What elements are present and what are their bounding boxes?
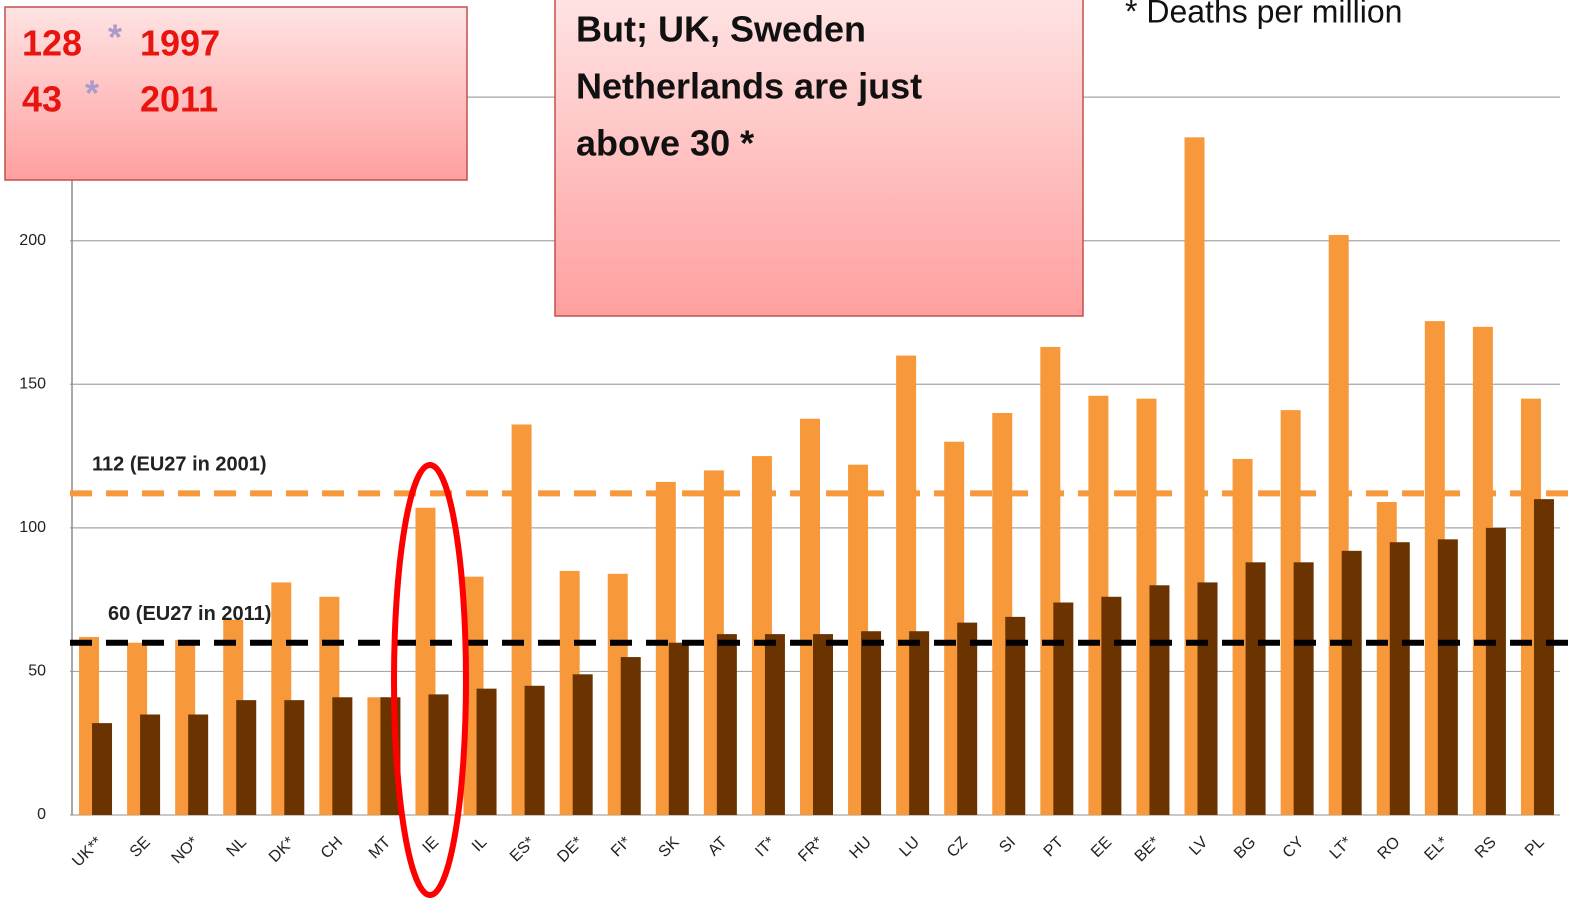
box-text: 1997	[140, 23, 220, 64]
box	[4, 6, 468, 181]
x-tick-label: FI*	[608, 834, 634, 860]
bar	[284, 700, 305, 815]
x-tick-label: SI	[996, 834, 1019, 857]
bar	[428, 694, 449, 815]
bar	[861, 631, 882, 815]
bar	[668, 642, 689, 815]
bar	[524, 685, 545, 815]
bar	[1437, 539, 1458, 815]
bar	[572, 674, 593, 815]
annotation-box-left: 128 * 1997 43 * 2011	[4, 6, 468, 181]
bar	[1245, 562, 1266, 815]
y-tick-label: 50	[28, 663, 46, 680]
bar	[1005, 616, 1026, 815]
x-tick-label: SK	[656, 834, 683, 861]
x-tick-label: IL	[469, 834, 491, 856]
x-tick-label: EL*	[1421, 834, 1451, 864]
bar	[764, 634, 785, 815]
y-tick-label: 100	[19, 519, 46, 536]
x-tick-label: BE*	[1132, 834, 1164, 866]
x-tick-label: CY	[1280, 834, 1308, 862]
bar	[140, 714, 161, 815]
x-tick-label: LV	[1186, 834, 1211, 859]
x-tick-label: ES*	[507, 834, 539, 866]
x-tick-label: PL	[1522, 834, 1548, 860]
box-text: 128	[22, 23, 82, 64]
bar	[620, 657, 641, 815]
x-tick-label: IE	[420, 834, 443, 857]
box-text: above 30 *	[576, 123, 754, 164]
x-tick-label: SE	[127, 834, 154, 861]
x-tick-label: CH	[318, 834, 346, 862]
x-tick-label: UK**	[69, 834, 106, 871]
x-tick-label: DK*	[266, 834, 298, 866]
note: * Deaths per million	[1125, 0, 1402, 29]
x-tick-label: LU	[896, 834, 922, 860]
annotation-box-center: But; UK, Sweden Netherlands are just abo…	[554, 0, 1084, 317]
bar	[909, 631, 930, 815]
box-text: But; UK, Sweden	[576, 9, 866, 50]
reference-label: 112 (EU27 in 2001)	[92, 454, 267, 476]
bar	[1533, 499, 1554, 815]
x-tick-label: HU	[847, 834, 875, 862]
box-text: Netherlands are just	[576, 66, 922, 107]
bar	[92, 723, 113, 815]
reference-label: 60 (EU27 in 2011)	[108, 603, 271, 625]
box-text: *	[85, 73, 99, 114]
box	[554, 0, 1084, 317]
bar	[957, 622, 978, 815]
box-text: 43	[22, 79, 62, 120]
y-tick-label: 0	[37, 806, 46, 823]
bar	[1293, 562, 1314, 815]
bar	[1389, 542, 1410, 815]
y-tick-label: 150	[19, 376, 46, 393]
box-text: 2011	[140, 79, 218, 120]
x-tick-label: MT	[366, 834, 395, 863]
x-tick-label: IT*	[752, 834, 778, 860]
bar	[1149, 585, 1170, 815]
x-tick-label: LT*	[1327, 834, 1356, 863]
bar	[1485, 527, 1506, 815]
x-tick-label: CZ	[944, 834, 971, 861]
bar	[188, 714, 209, 815]
box-text: *	[108, 17, 122, 58]
x-tick-label: NO*	[169, 834, 202, 867]
x-tick-label: EE	[1088, 834, 1115, 861]
bar	[236, 700, 257, 815]
bar	[716, 634, 737, 815]
y-tick-label: 200	[19, 232, 46, 249]
highlight-ellipse	[391, 462, 469, 898]
x-tick-label: RO	[1375, 834, 1404, 863]
x-tick-label: PT	[1041, 834, 1068, 861]
x-tick-label: FR*	[795, 834, 827, 866]
bar	[1197, 582, 1218, 815]
x-tick-label: BG	[1231, 834, 1259, 862]
x-tick-label: NL	[224, 834, 251, 861]
bar	[1053, 602, 1074, 815]
bar	[1341, 550, 1362, 815]
x-tick-label: AT	[705, 834, 731, 860]
bar	[476, 688, 497, 815]
x-tick-label: DE*	[554, 834, 586, 866]
x-tick-label: RS	[1472, 834, 1500, 862]
bar	[813, 634, 833, 815]
bar	[332, 697, 353, 815]
bar	[1101, 596, 1122, 815]
